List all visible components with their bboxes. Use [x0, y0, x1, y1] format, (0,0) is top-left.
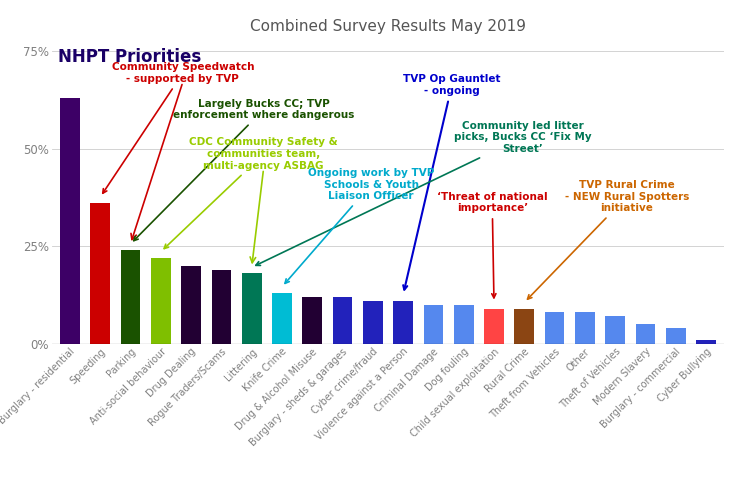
Bar [211, 270, 231, 344]
Bar [393, 301, 413, 344]
Text: TVP Rural Crime
- NEW Rural Spotters
initiative: TVP Rural Crime - NEW Rural Spotters ini… [528, 180, 689, 299]
Text: CDC Community Safety &
communities team,
multi-agency ASBAG: CDC Community Safety & communities team,… [164, 137, 338, 248]
Text: ‘Threat of national
importance’: ‘Threat of national importance’ [437, 191, 548, 298]
Bar [545, 312, 565, 344]
Bar [484, 308, 504, 344]
Bar [363, 301, 383, 344]
Text: Community Speedwatch
- supported by TVP: Community Speedwatch - supported by TVP [103, 62, 254, 193]
Text: TVP Op Gauntlet
- ongoing: TVP Op Gauntlet - ongoing [403, 75, 500, 290]
Bar [181, 266, 201, 344]
Bar [272, 293, 292, 344]
Bar [636, 324, 655, 344]
Bar [605, 316, 625, 344]
Bar [60, 98, 80, 344]
Bar [454, 305, 474, 344]
Bar [666, 328, 686, 344]
Bar [151, 258, 171, 344]
Bar [575, 312, 595, 344]
Bar [333, 297, 353, 344]
Bar [242, 273, 262, 344]
Text: Ongoing work by TVP
Schools & Youth
Liaison Officer: Ongoing work by TVP Schools & Youth Liai… [285, 168, 435, 283]
Bar [423, 305, 443, 344]
Text: Community led litter
picks, Bucks CC ‘Fix My
Street’: Community led litter picks, Bucks CC ‘Fi… [256, 121, 591, 266]
Bar [696, 340, 716, 344]
Bar [90, 203, 110, 344]
Bar [514, 308, 534, 344]
Bar [302, 297, 322, 344]
Title: Combined Survey Results May 2019: Combined Survey Results May 2019 [250, 19, 526, 34]
Bar [120, 250, 140, 344]
Text: Largely Bucks CC; TVP
enforcement where dangerous: Largely Bucks CC; TVP enforcement where … [134, 99, 354, 241]
Text: NHPT Priorities: NHPT Priorities [58, 49, 202, 66]
